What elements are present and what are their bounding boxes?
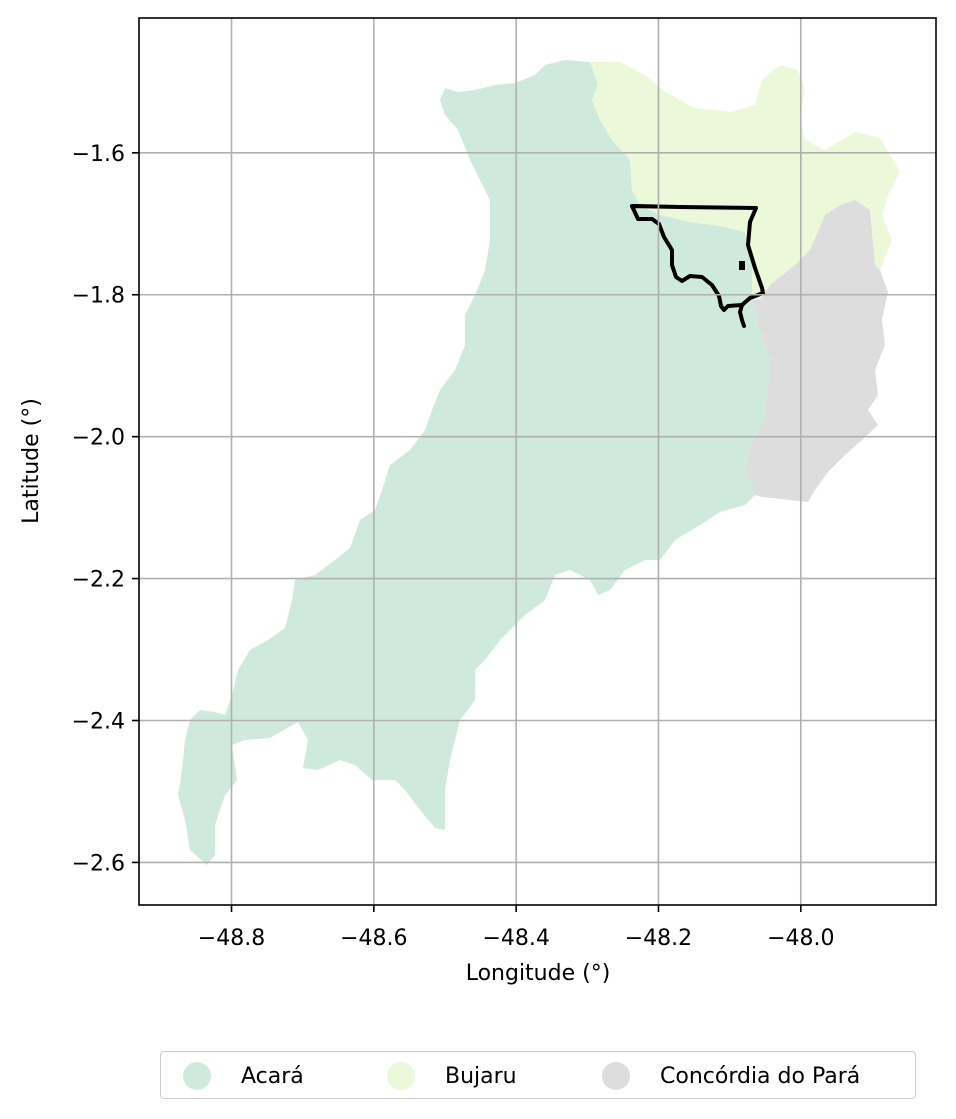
- x-tick-label: −48.4: [482, 926, 549, 951]
- x-tick-label: −48.8: [198, 926, 265, 951]
- y-tick-label: −2.2: [72, 568, 125, 593]
- highlight-outline-tail: [737, 303, 746, 328]
- x-tick-label: −48.2: [625, 926, 692, 951]
- legend-swatch-acara: [183, 1062, 211, 1090]
- legend-item-bujaru: Bujaru: [387, 1052, 517, 1100]
- y-tick-label: −1.6: [72, 142, 125, 167]
- region-acara: [178, 60, 770, 865]
- legend-label-acara: Acará: [241, 1063, 304, 1089]
- x-axis-title: Longitude (°): [466, 961, 611, 986]
- region-concordia: [745, 200, 888, 502]
- plot-frame: [138, 17, 937, 906]
- tick-marks: [132, 152, 802, 912]
- legend-swatch-bujaru: [387, 1062, 415, 1090]
- y-tick-label: −2.0: [72, 426, 125, 451]
- legend: Acará Bujaru Concórdia do Pará: [160, 1051, 916, 1099]
- x-tick-label: −48.0: [767, 926, 834, 951]
- legend-item-acara: Acará: [183, 1052, 304, 1100]
- legend-item-concordia: Concórdia do Pará: [602, 1052, 860, 1100]
- x-tick-label: −48.6: [340, 926, 407, 951]
- grid-lines: [139, 18, 936, 905]
- y-tick-label: −2.4: [72, 710, 125, 735]
- highlight-outline-dot: [739, 261, 745, 270]
- y-tick-label: −1.8: [72, 284, 125, 309]
- legend-label-bujaru: Bujaru: [445, 1063, 517, 1089]
- y-axis-title: Latitude (°): [19, 398, 44, 524]
- y-tick-label: −2.6: [72, 851, 125, 876]
- legend-swatch-concordia: [602, 1062, 630, 1090]
- legend-label-concordia: Concórdia do Pará: [660, 1063, 861, 1089]
- highlight-outline: [630, 204, 765, 312]
- region-bujaru: [590, 62, 900, 300]
